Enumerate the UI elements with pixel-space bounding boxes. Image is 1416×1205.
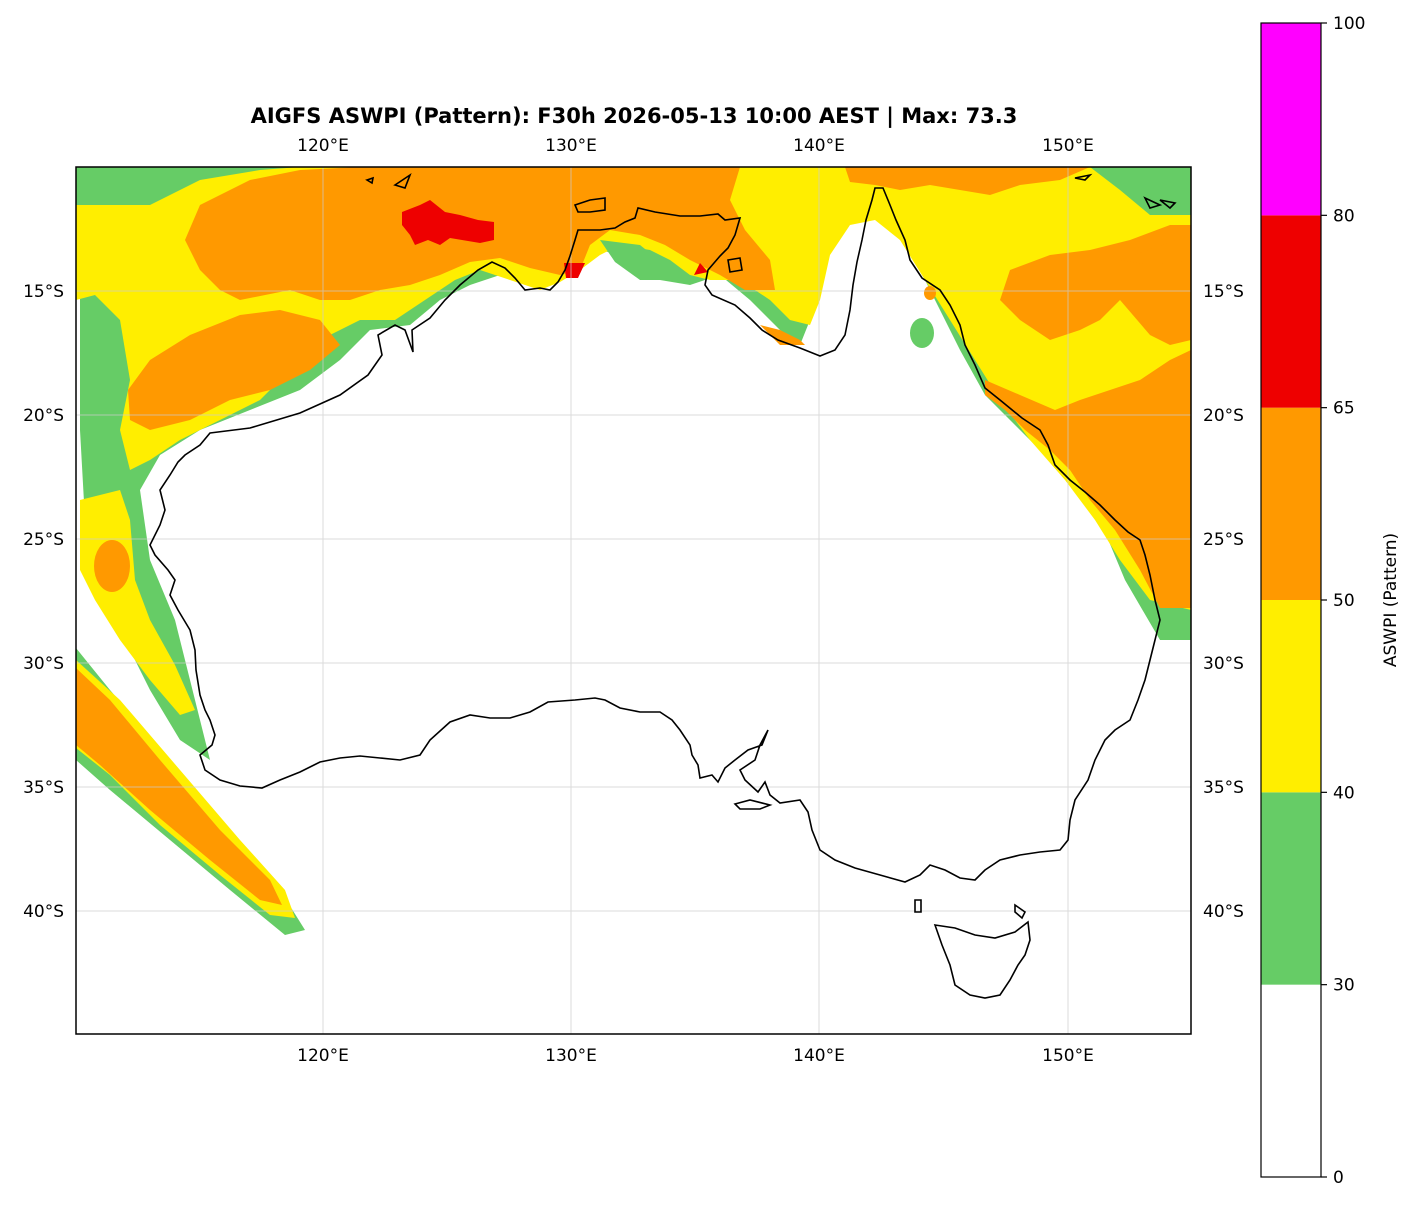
aswpi-field — [76, 167, 1191, 935]
lat-labels-left: 15°S 20°S 25°S 30°S 35°S 40°S — [23, 282, 64, 922]
colorbar-tick-label: 65 — [1333, 399, 1355, 419]
lat-label: 20°S — [1203, 406, 1244, 426]
lat-labels-right: 15°S 20°S 25°S 30°S 35°S 40°S — [1203, 282, 1244, 922]
colorbar-tick-label: 30 — [1333, 976, 1355, 996]
colorbar-tick-label: 40 — [1333, 783, 1355, 803]
colorbar-tick-label: 80 — [1333, 206, 1355, 226]
colorbar-bin — [1261, 984, 1321, 1177]
colorbar-tick-label: 100 — [1333, 14, 1365, 34]
chart-title: AIGFS ASWPI (Pattern): F30h 2026-05-13 1… — [251, 104, 1018, 129]
blob — [94, 540, 130, 592]
level-65-80 — [402, 200, 708, 278]
blob — [910, 318, 934, 348]
colorbar-tick-label: 50 — [1333, 591, 1355, 611]
colorbar: 0 30 40 50 65 80 100 ASWPI (Pattern) — [1260, 14, 1401, 1188]
lat-label: 20°S — [23, 406, 64, 426]
colorbar-ticks: 0 30 40 50 65 80 100 — [1321, 14, 1365, 1188]
lon-label: 120°E — [297, 1046, 349, 1066]
colorbar-bin — [1261, 23, 1321, 216]
colorbar-tick-label: 0 — [1333, 1168, 1344, 1188]
map-panel — [75, 166, 1192, 1035]
lon-label: 130°E — [545, 136, 597, 156]
lat-label: 25°S — [23, 530, 64, 550]
gridlines — [76, 167, 1191, 1034]
lon-label: 130°E — [545, 1046, 597, 1066]
map-frame — [75, 166, 1192, 1035]
colorbar-bin — [1261, 407, 1321, 600]
colorbar-bins — [1261, 23, 1321, 1177]
lat-label: 40°S — [23, 902, 64, 922]
coastline — [149, 172, 1177, 999]
lon-label: 150°E — [1042, 1046, 1094, 1066]
lat-label: 40°S — [1203, 902, 1244, 922]
lat-label: 35°S — [23, 778, 64, 798]
lat-label: 15°S — [23, 282, 64, 302]
lat-label: 25°S — [1203, 530, 1244, 550]
lon-label: 150°E — [1042, 136, 1094, 156]
colorbar-label: ASWPI (Pattern) — [1381, 533, 1401, 667]
colorbar-bin — [1261, 792, 1321, 985]
lat-label: 30°S — [1203, 654, 1244, 674]
lon-label: 120°E — [297, 136, 349, 156]
colorbar-bin — [1261, 600, 1321, 793]
lat-label: 15°S — [1203, 282, 1244, 302]
lat-label: 35°S — [1203, 778, 1244, 798]
lon-label: 140°E — [793, 136, 845, 156]
lon-labels-top: 120°E 130°E 140°E 150°E — [297, 136, 1094, 156]
lat-label: 30°S — [23, 654, 64, 674]
blob — [924, 286, 936, 300]
lon-label: 140°E — [793, 1046, 845, 1066]
lon-labels-bottom: 120°E 130°E 140°E 150°E — [297, 1046, 1094, 1066]
colorbar-bin — [1261, 215, 1321, 408]
